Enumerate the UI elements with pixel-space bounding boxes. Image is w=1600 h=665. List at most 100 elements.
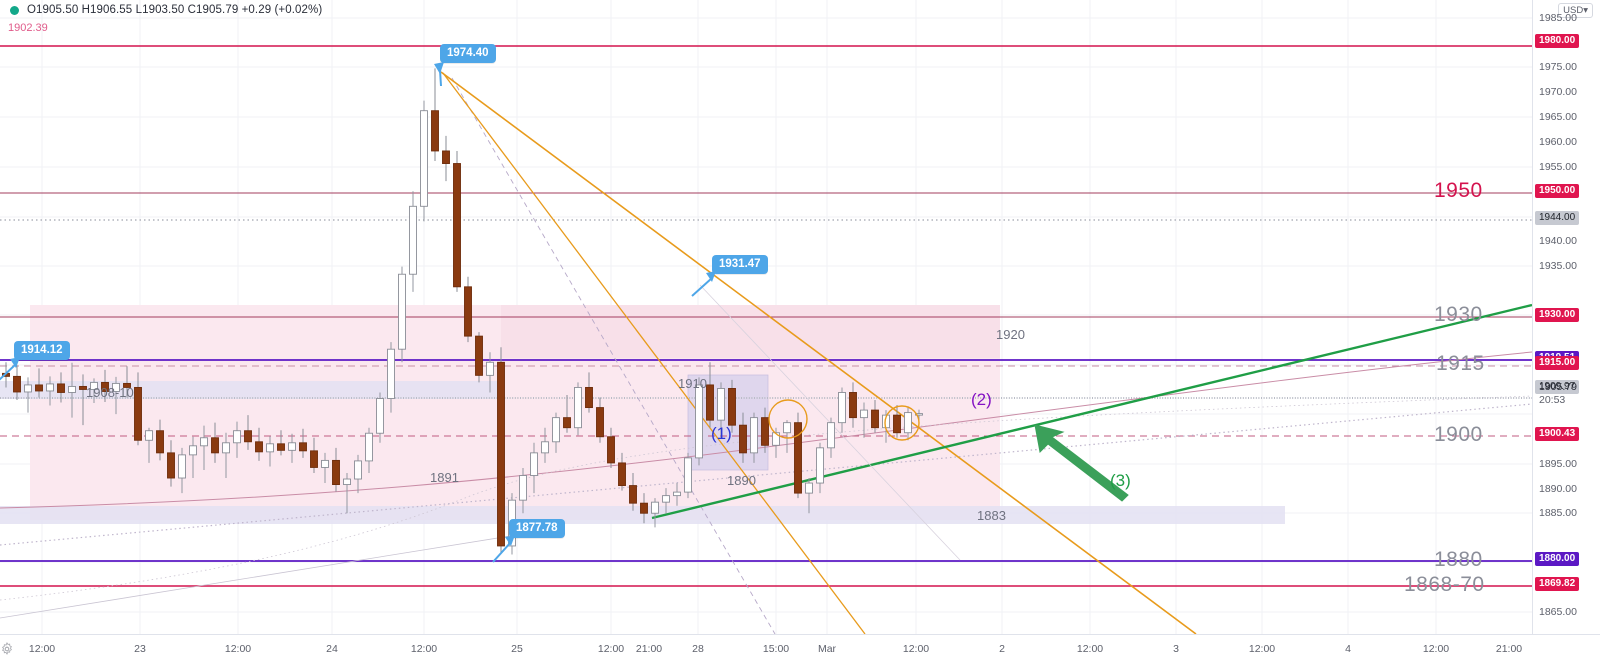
candle	[156, 419, 164, 461]
price-level-tag[interactable]: 1869.82	[1535, 577, 1580, 591]
time-tick: 4	[1345, 643, 1351, 655]
price-tick: 1975.00	[1539, 61, 1577, 73]
candle	[717, 382, 725, 438]
note-1908-10: 1908-10	[86, 385, 134, 400]
candle	[57, 372, 65, 403]
candle	[519, 467, 527, 514]
candle	[431, 68, 439, 162]
chevron-down-icon: ▾	[1583, 5, 1588, 16]
currency-selector[interactable]: USD▾	[1558, 3, 1593, 18]
callout-tail-icon	[0, 357, 20, 381]
time-axis[interactable]: 12:00 23 12:00 24 12:00 25 12:00 21:00 28 15:00 Ma…	[0, 634, 1600, 665]
callout-tail-icon	[691, 271, 716, 297]
candle	[893, 405, 901, 438]
candle	[189, 436, 197, 479]
chart-canvas	[0, 0, 1532, 634]
big-level-1880: 1880	[1434, 548, 1483, 571]
candle	[266, 436, 274, 467]
price-level-tag[interactable]: 1880.00	[1535, 552, 1580, 566]
candle	[486, 352, 494, 393]
candle	[299, 428, 307, 458]
candle	[409, 191, 417, 292]
candle	[750, 412, 758, 463]
price-tick: 1885.00	[1539, 507, 1577, 519]
callout-1877-78[interactable]: 1877.78	[492, 519, 565, 563]
time-tick: 12:00	[1076, 643, 1104, 655]
currency-label: USD	[1563, 5, 1584, 16]
candle	[233, 421, 241, 458]
wave-label-1: (1)	[711, 424, 732, 443]
price-axis[interactable]: USD▾ 1985.00 1975.00 1970.00 1965.00 1960.00…	[1532, 0, 1600, 634]
candle	[761, 407, 769, 453]
pink-curve-support	[0, 351, 1532, 509]
candle	[618, 452, 626, 491]
time-tick: 12:00	[224, 643, 252, 655]
time-tick: 24	[326, 643, 338, 655]
price-level-tag[interactable]: 1909.97	[1535, 380, 1580, 394]
time-tick: 12:00	[1248, 643, 1276, 655]
candle	[134, 372, 142, 446]
candle	[574, 382, 582, 436]
note-1910: 1910	[678, 376, 707, 391]
price-level-tag[interactable]: 1944.00	[1535, 211, 1580, 225]
time-tick: 12:00	[1422, 643, 1450, 655]
candle	[904, 407, 912, 441]
price-tick: 1955.00	[1539, 161, 1577, 173]
note-1883: 1883	[977, 508, 1006, 523]
settings-icon[interactable]	[0, 642, 14, 656]
time-tick: 28	[692, 643, 704, 655]
wave-label-3: (3)	[1110, 471, 1131, 490]
candle	[101, 369, 109, 403]
candle	[35, 368, 43, 398]
time-tick: 2	[999, 643, 1005, 655]
price-level-tag[interactable]: 1900.43	[1535, 427, 1580, 441]
price-level-tag[interactable]: 1980.00	[1535, 34, 1580, 48]
time-tick: 25	[511, 643, 523, 655]
horizontal-levels	[0, 45, 1532, 587]
candle	[464, 276, 472, 343]
zone-support-1883	[0, 506, 1285, 524]
price-level-tag[interactable]: 1930.00	[1535, 308, 1580, 322]
descending-resistance-inner	[442, 72, 866, 634]
time-tick: 12:00	[28, 643, 56, 655]
price-level-tag[interactable]: 1915.00	[1535, 356, 1580, 370]
callout-1931-47[interactable]: 1931.47	[691, 255, 768, 297]
candle	[420, 100, 428, 222]
time-tick: 21:00	[1495, 643, 1523, 655]
candle	[794, 412, 802, 499]
candle	[398, 266, 406, 363]
candle	[255, 427, 263, 461]
candle	[354, 454, 362, 494]
candle	[376, 392, 384, 443]
price-tick: 1970.00	[1539, 86, 1577, 98]
chart-legend[interactable]: O1905.50 H1906.55 L1903.50 C1905.79 +0.2…	[0, 0, 322, 20]
candle	[112, 376, 120, 415]
last-price-time: 20:53	[1539, 394, 1566, 406]
big-level-1868-70: 1868-70	[1404, 573, 1485, 596]
price-tick: 1940.00	[1539, 235, 1577, 247]
candle	[310, 437, 318, 473]
candle	[728, 379, 736, 433]
candle	[200, 425, 208, 470]
time-tick: Mar	[817, 643, 837, 655]
candle	[288, 433, 296, 463]
chart-plot-area[interactable]: 1920 1910 1908-10 1891 1890 1883 (1) (2)…	[0, 0, 1532, 634]
grey-diagonal-lower-left	[0, 527, 561, 619]
big-level-1900: 1900	[1434, 423, 1483, 446]
fan-dashed-1	[451, 77, 776, 634]
candle	[343, 472, 351, 514]
candle	[585, 372, 593, 413]
price-level-tag[interactable]: 1950.00	[1535, 184, 1580, 198]
price-tick: 1890.00	[1539, 483, 1577, 495]
descending-resistance-main	[440, 71, 1197, 634]
price-tick: 1965.00	[1539, 111, 1577, 123]
callout-1974-40[interactable]: 1974.40	[434, 44, 496, 87]
callout-1914-12[interactable]: 1914.12	[0, 341, 70, 381]
time-tick: 23	[134, 643, 146, 655]
candle	[651, 498, 659, 528]
time-tick: 12:00	[410, 643, 438, 655]
candle	[662, 488, 670, 514]
time-tick: 12:00	[902, 643, 930, 655]
candle	[684, 452, 692, 499]
candle	[244, 415, 252, 450]
